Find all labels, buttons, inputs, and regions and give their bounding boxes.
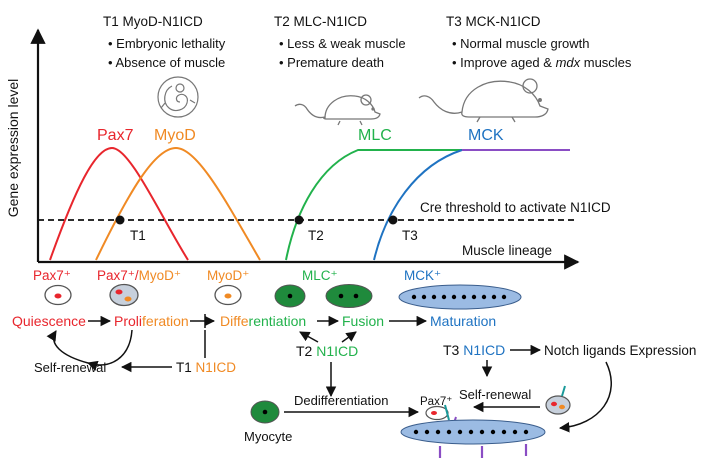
proliferating-cell bbox=[109, 283, 139, 307]
pax7-curve-label: Pax7 bbox=[97, 127, 134, 144]
mck-curve-label: MCK bbox=[468, 127, 504, 144]
t1-bullet-2: • Absence of muscle bbox=[108, 55, 225, 70]
mouse-icon bbox=[294, 94, 381, 126]
t3-bullet-2: • Improve aged & mdx muscles bbox=[452, 55, 632, 70]
self-renewal-label: Self-renewal bbox=[34, 360, 106, 375]
y-axis-label: Gene expression level bbox=[5, 79, 21, 218]
proliferation-label: Proliferation bbox=[114, 313, 189, 329]
t1-n1icd-label: T1 N1ICD bbox=[176, 360, 236, 375]
t2-n1icd-label: T2 N1ICD bbox=[296, 343, 358, 359]
self-renewal-label-right: Self-renewal bbox=[459, 387, 531, 402]
stage-myod-label: MyoD⁺ bbox=[207, 268, 249, 283]
maturation-label: Maturation bbox=[430, 313, 496, 329]
pax7-curve bbox=[49, 146, 189, 261]
t2-marker: T2 bbox=[308, 228, 324, 243]
activated-satellite-cell bbox=[545, 385, 571, 415]
stage-pax7-label: Pax7⁺ bbox=[33, 268, 71, 283]
dedifferentiation-label: Dedifferentiation bbox=[294, 393, 388, 408]
mlc-myocyte-cell bbox=[274, 284, 306, 308]
t2-dot bbox=[294, 215, 304, 225]
myod-curve bbox=[95, 146, 261, 261]
t2-bullet-1: • Less & weak muscle bbox=[279, 36, 406, 51]
myod-curve-label: MyoD bbox=[154, 127, 196, 144]
t1-dot bbox=[115, 215, 125, 225]
t1-bullet-1: • Embryonic lethality bbox=[108, 36, 226, 51]
mlc-curve-label: MLC bbox=[358, 127, 392, 144]
notch-ligands-label: Notch ligands Expression bbox=[544, 343, 696, 358]
myofiber bbox=[398, 284, 522, 310]
t3-bullet-1: • Normal muscle growth bbox=[452, 36, 590, 51]
differentiation-label: Differentiation bbox=[220, 313, 306, 329]
t3-n1icd-label: T3 N1ICD bbox=[443, 342, 505, 358]
mck-curve bbox=[373, 149, 463, 261]
stage-mck-label: MCK⁺ bbox=[404, 268, 441, 283]
threshold-label: Cre threshold to activate N1ICD bbox=[420, 200, 611, 215]
t1-annotation: T1 MyoD-N1ICD • Embryonic lethality • Ab… bbox=[103, 14, 226, 70]
t2-annotation: T2 MLC-N1ICD • Less & weak muscle • Prem… bbox=[274, 14, 406, 70]
self-renewal-loop-arc bbox=[46, 330, 89, 364]
t3-title: T3 MCK-N1ICD bbox=[446, 14, 541, 29]
fusing-cell bbox=[325, 284, 373, 308]
self-renewal-loop bbox=[86, 329, 133, 371]
arrow-notch-to-fiber bbox=[558, 361, 612, 433]
t1-title: T1 MyoD-N1ICD bbox=[103, 14, 203, 29]
quiescent-cell bbox=[44, 284, 72, 306]
embryo-icon bbox=[157, 76, 199, 118]
stage-mlc-label: MLC⁺ bbox=[302, 268, 338, 283]
mlc-curve bbox=[285, 149, 462, 261]
mature-myofiber bbox=[400, 419, 546, 458]
myocyte-label: Myocyte bbox=[244, 429, 292, 444]
fusion-label: Fusion bbox=[342, 313, 384, 329]
mouse-icon bbox=[418, 78, 549, 123]
quiescence-label: Quiescence bbox=[12, 313, 86, 329]
arrow-t2-to-differentiation bbox=[299, 331, 319, 343]
stage-pax7-myod-label: Pax7⁺/MyoD⁺ bbox=[97, 268, 181, 283]
t1-marker: T1 bbox=[130, 228, 146, 243]
t2-title: T2 MLC-N1ICD bbox=[274, 14, 367, 29]
t2-bullet-2: • Premature death bbox=[279, 55, 384, 70]
t3-annotation: T3 MCK-N1ICD • Normal muscle growth • Im… bbox=[446, 14, 632, 70]
myocyte-cell bbox=[250, 400, 280, 424]
t3-dot bbox=[388, 215, 398, 225]
arrow-t2-to-fusion bbox=[341, 331, 357, 343]
t3-marker: T3 bbox=[402, 228, 418, 243]
x-axis-label: Muscle lineage bbox=[462, 243, 552, 258]
pax7-small-label: Pax7⁺ bbox=[420, 396, 452, 408]
differentiating-cell bbox=[214, 284, 242, 306]
